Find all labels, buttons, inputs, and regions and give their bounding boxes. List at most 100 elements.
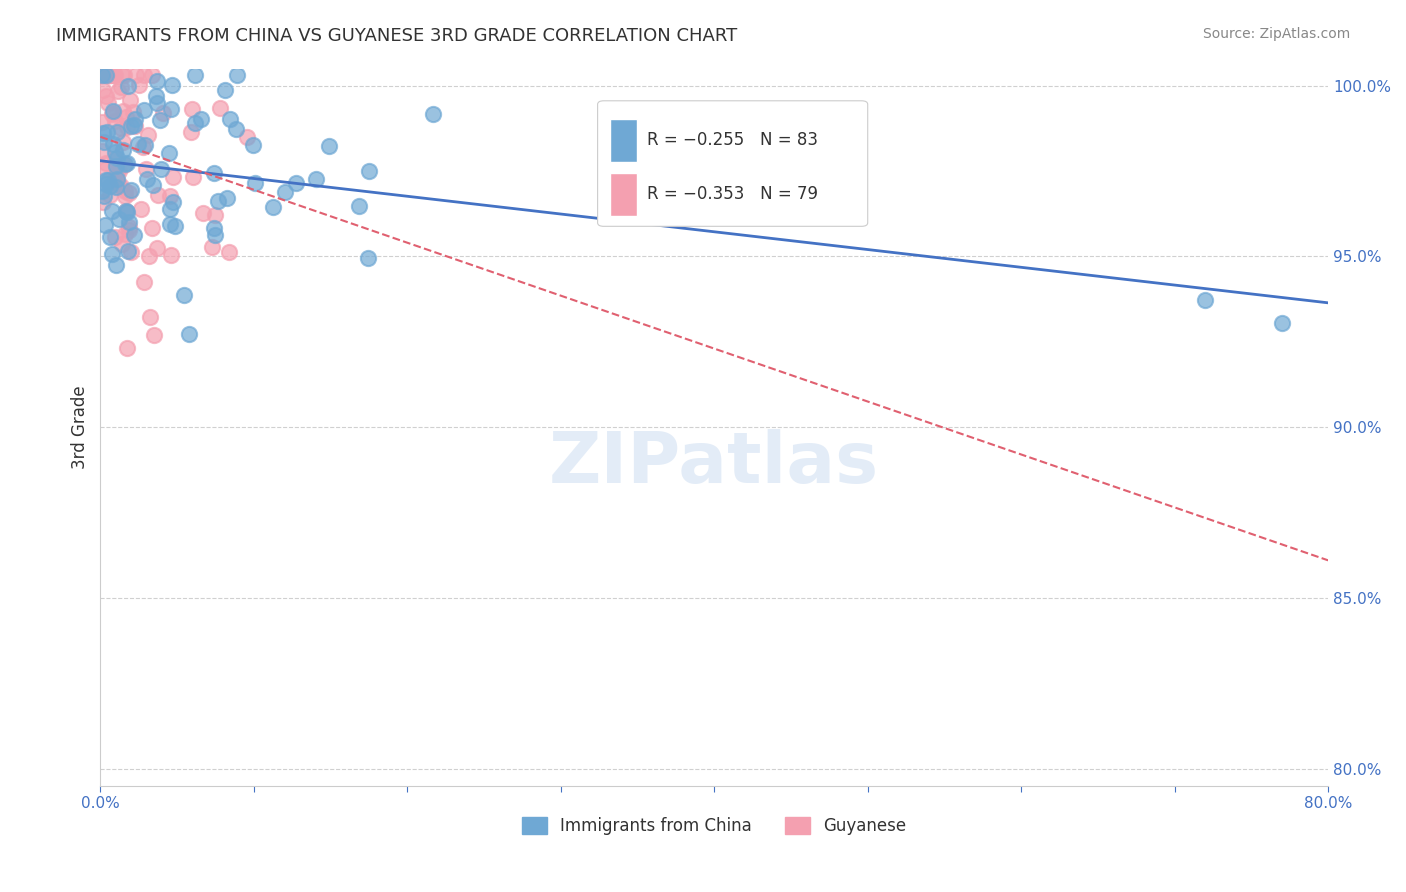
- Point: [262, 200, 284, 214]
- Point: [112, 68, 135, 82]
- Point: [91, 126, 114, 140]
- Point: [202, 166, 225, 180]
- Point: [120, 183, 142, 197]
- Point: [127, 137, 149, 152]
- Point: [111, 236, 134, 251]
- Point: [173, 287, 195, 301]
- Point: [110, 120, 132, 135]
- Point: [160, 102, 183, 116]
- Point: [115, 155, 138, 169]
- Point: [145, 241, 167, 255]
- Point: [359, 164, 381, 178]
- Point: [107, 125, 129, 139]
- Point: [242, 138, 264, 153]
- Text: R = −0.255   N = 83: R = −0.255 N = 83: [647, 131, 818, 149]
- Point: [104, 230, 127, 244]
- Point: [142, 178, 165, 192]
- Point: [207, 194, 229, 208]
- Point: [97, 172, 120, 186]
- Point: [94, 161, 117, 176]
- Point: [112, 135, 135, 149]
- Point: [115, 111, 138, 125]
- Point: [94, 173, 117, 187]
- Point: [93, 135, 115, 149]
- Point: [145, 89, 167, 103]
- Point: [124, 118, 146, 132]
- Point: [243, 176, 266, 190]
- Text: ZIPatlas: ZIPatlas: [550, 428, 879, 498]
- Point: [105, 259, 128, 273]
- Point: [159, 189, 181, 203]
- Point: [201, 240, 224, 254]
- Text: Source: ZipAtlas.com: Source: ZipAtlas.com: [1202, 27, 1350, 41]
- Point: [190, 112, 212, 126]
- Point: [204, 227, 226, 242]
- Point: [100, 68, 122, 82]
- Point: [101, 105, 124, 120]
- Point: [94, 156, 117, 170]
- Point: [184, 116, 207, 130]
- Point: [218, 244, 240, 259]
- Point: [115, 205, 138, 219]
- Point: [100, 68, 122, 82]
- Point: [120, 119, 142, 133]
- Point: [115, 342, 138, 356]
- Point: [107, 162, 129, 177]
- Point: [204, 208, 226, 222]
- Point: [112, 103, 135, 118]
- Point: [131, 202, 153, 217]
- Point: [115, 204, 138, 219]
- Point: [122, 228, 145, 243]
- Point: [98, 179, 121, 194]
- Point: [318, 138, 340, 153]
- Point: [825, 166, 848, 180]
- Point: [93, 189, 115, 203]
- Point: [103, 136, 125, 151]
- Point: [226, 68, 249, 82]
- Point: [118, 219, 141, 234]
- Point: [136, 128, 159, 143]
- Point: [96, 177, 118, 191]
- Point: [103, 153, 125, 167]
- Point: [122, 104, 145, 119]
- Point: [115, 120, 138, 134]
- Point: [181, 102, 204, 116]
- Point: [97, 95, 120, 110]
- Point: [118, 93, 141, 107]
- Point: [183, 68, 205, 82]
- Point: [208, 102, 231, 116]
- Point: [114, 204, 136, 219]
- Point: [160, 78, 183, 92]
- Point: [132, 140, 155, 154]
- Point: [117, 244, 139, 259]
- Point: [148, 188, 170, 202]
- Point: [124, 120, 146, 134]
- Point: [94, 218, 117, 232]
- Point: [104, 114, 127, 128]
- Point: [1271, 316, 1294, 330]
- Point: [141, 68, 163, 82]
- Point: [162, 194, 184, 209]
- Point: [96, 125, 118, 139]
- Point: [159, 202, 181, 217]
- Point: [141, 221, 163, 235]
- Point: [118, 215, 141, 229]
- Point: [273, 186, 295, 200]
- Point: [124, 68, 146, 82]
- Point: [145, 74, 167, 88]
- Point: [236, 129, 259, 144]
- Point: [91, 68, 114, 82]
- Point: [118, 186, 141, 200]
- Point: [159, 217, 181, 231]
- Point: [103, 103, 125, 118]
- Point: [96, 68, 118, 82]
- Point: [136, 172, 159, 186]
- Point: [357, 251, 380, 265]
- Point: [105, 174, 128, 188]
- Point: [105, 171, 128, 186]
- Point: [110, 179, 132, 194]
- Point: [103, 68, 125, 82]
- Point: [304, 172, 326, 186]
- Point: [98, 188, 121, 202]
- Point: [162, 169, 184, 184]
